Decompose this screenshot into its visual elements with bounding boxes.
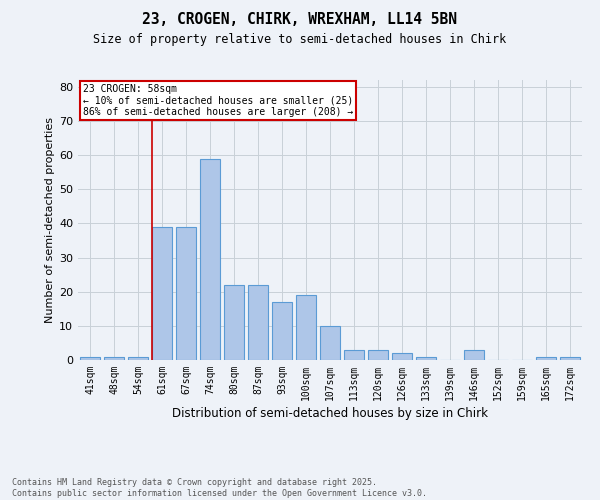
Bar — [560, 356, 580, 360]
Text: 23, CROGEN, CHIRK, WREXHAM, LL14 5BN: 23, CROGEN, CHIRK, WREXHAM, LL14 5BN — [143, 12, 458, 28]
Bar — [464, 350, 484, 360]
Bar — [248, 285, 268, 360]
Bar — [200, 158, 220, 360]
Bar — [176, 227, 196, 360]
Bar — [80, 356, 100, 360]
Bar — [128, 356, 148, 360]
Text: Contains HM Land Registry data © Crown copyright and database right 2025.
Contai: Contains HM Land Registry data © Crown c… — [12, 478, 427, 498]
Bar — [320, 326, 340, 360]
Bar — [296, 295, 316, 360]
Bar — [344, 350, 364, 360]
Bar — [224, 285, 244, 360]
Bar — [272, 302, 292, 360]
Bar — [416, 356, 436, 360]
Bar — [392, 353, 412, 360]
Text: 23 CROGEN: 58sqm
← 10% of semi-detached houses are smaller (25)
86% of semi-deta: 23 CROGEN: 58sqm ← 10% of semi-detached … — [83, 84, 353, 117]
X-axis label: Distribution of semi-detached houses by size in Chirk: Distribution of semi-detached houses by … — [172, 407, 488, 420]
Text: Size of property relative to semi-detached houses in Chirk: Size of property relative to semi-detach… — [94, 32, 506, 46]
Bar — [152, 227, 172, 360]
Bar — [368, 350, 388, 360]
Y-axis label: Number of semi-detached properties: Number of semi-detached properties — [45, 117, 55, 323]
Bar — [104, 356, 124, 360]
Bar — [536, 356, 556, 360]
